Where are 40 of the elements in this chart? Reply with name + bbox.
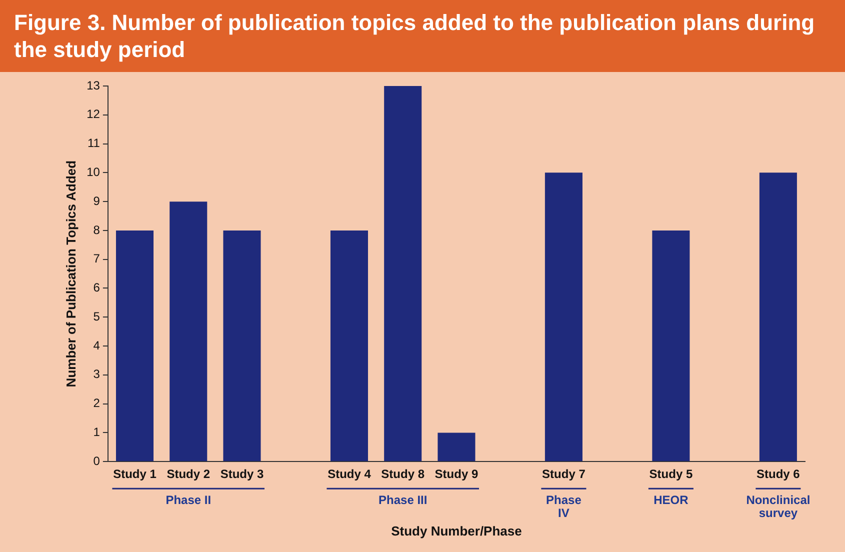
- bar: [438, 432, 476, 462]
- bar: [384, 86, 422, 462]
- text: Phase II: [166, 492, 212, 507]
- y-tick-label: 6: [93, 280, 100, 295]
- y-tick-label: 11: [87, 136, 100, 150]
- y-tick-label: 8: [93, 222, 100, 237]
- x-tick-label: Study 9: [434, 467, 478, 482]
- y-tick-label: 12: [86, 107, 100, 122]
- text: Phase III: [378, 492, 428, 507]
- text: Nonclinical survey: [746, 492, 810, 520]
- x-tick-label: Study 5: [649, 467, 693, 482]
- x-tick-label: Study 1: [113, 467, 157, 482]
- x-tick-label: Study 2: [166, 467, 210, 482]
- bar: [223, 230, 261, 462]
- y-tick-label: 9: [93, 194, 100, 208]
- y-tick-label: 10: [86, 164, 100, 179]
- y-tick-label: 5: [93, 309, 100, 324]
- y-tick-label: 0: [93, 454, 100, 468]
- text: HEOR: [654, 492, 689, 507]
- y-tick-label: 7: [93, 252, 100, 266]
- y-tick-label: 1: [93, 425, 100, 440]
- y-tick-label: 3: [93, 367, 100, 382]
- y-tick-label: 2: [93, 396, 100, 410]
- bar: [330, 230, 368, 462]
- x-tick-label: Study 8: [381, 467, 425, 482]
- x-axis-title: Study Number/Phase: [391, 524, 522, 539]
- x-tick-label: Study 6: [756, 467, 800, 482]
- chart-title: Figure 3. Number of publication topics added to the publication plans during the study period: [0, 0, 845, 72]
- bar: [544, 172, 582, 462]
- bar: [170, 202, 208, 462]
- y-axis-title: Number of Publication Topics Added: [63, 160, 78, 388]
- x-tick-label: Study 7: [542, 467, 586, 482]
- y-tick-label: 13: [86, 78, 100, 92]
- x-tick-label: Study 3: [220, 467, 264, 482]
- bar: [116, 230, 154, 462]
- bar: [759, 172, 797, 462]
- y-tick-label: 4: [93, 338, 100, 352]
- bar: [652, 230, 690, 462]
- x-tick-label: Study 4: [328, 467, 372, 482]
- text: Phase IV: [546, 492, 582, 520]
